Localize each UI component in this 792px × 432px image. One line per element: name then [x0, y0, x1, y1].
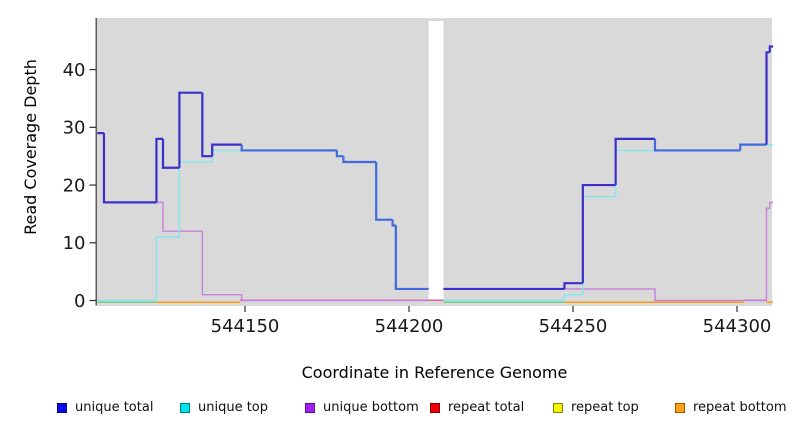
coverage-gap — [428, 21, 444, 300]
legend-item-repeat-total: repeat total — [430, 400, 524, 416]
y-tick-label: 40 — [63, 60, 86, 81]
legend-label: unique top — [198, 400, 269, 415]
series-unique-total — [768, 45, 774, 53]
series-unique-total — [394, 225, 429, 291]
chart-legend: unique total unique top unique bottom repea… — [0, 400, 792, 418]
legend-item-unique-total: unique total — [57, 400, 153, 416]
series-unique-total — [739, 143, 767, 151]
y-tick-label: 0 — [74, 291, 85, 312]
x-tick-label: 544150 — [211, 316, 280, 337]
series-unique-bottom — [443, 201, 774, 302]
legend-swatch-icon — [305, 403, 315, 413]
legend-label: unique bottom — [323, 400, 419, 415]
y-tick-label: 30 — [63, 118, 86, 139]
series-unique-total — [335, 150, 344, 158]
legend-swatch-icon — [57, 403, 67, 413]
series-unique-total — [102, 133, 157, 204]
y-tick-label: 20 — [63, 175, 86, 196]
legend-label: repeat total — [448, 400, 525, 415]
legend-item-repeat-top: repeat top — [553, 400, 639, 416]
legend-label: repeat top — [571, 400, 639, 415]
legend-label: repeat bottom — [693, 400, 787, 415]
series-unique-total — [563, 282, 583, 289]
legend-label: unique total — [75, 400, 154, 415]
y-axis-title: Read Coverage Depth — [21, 59, 40, 235]
y-axis: 0 10 20 30 40 — [63, 18, 97, 312]
x-tick-label: 544250 — [539, 316, 608, 337]
legend-swatch-icon — [180, 403, 190, 413]
legend-swatch-icon — [675, 403, 685, 413]
x-tick-label: 544200 — [375, 316, 444, 337]
legend-item-repeat-bottom: repeat bottom — [675, 400, 787, 416]
legend-item-unique-top: unique top — [180, 400, 268, 416]
legend-item-unique-bottom: unique bottom — [305, 400, 419, 416]
series-unique-total — [375, 161, 393, 221]
x-axis-title: Coordinate in Reference Genome — [301, 363, 568, 382]
legend-swatch-icon — [430, 403, 440, 413]
series-unique-total — [240, 144, 337, 152]
series-unique-total — [155, 137, 163, 203]
plot-area — [97, 21, 774, 303]
series-unique-total — [581, 183, 616, 284]
series-unique-total — [653, 138, 741, 152]
series-unique-total — [161, 138, 180, 169]
y-tick-label: 10 — [63, 233, 86, 254]
x-axis: 544150 544200 544250 544300 — [211, 306, 772, 337]
legend-swatch-icon — [553, 403, 563, 413]
series-unique-total — [342, 156, 377, 164]
series-unique-total — [201, 92, 213, 158]
series-unique-total — [614, 137, 655, 186]
series-unique-total — [178, 91, 203, 168]
series-unique-total — [211, 143, 242, 157]
x-tick-label: 544300 — [703, 316, 772, 337]
